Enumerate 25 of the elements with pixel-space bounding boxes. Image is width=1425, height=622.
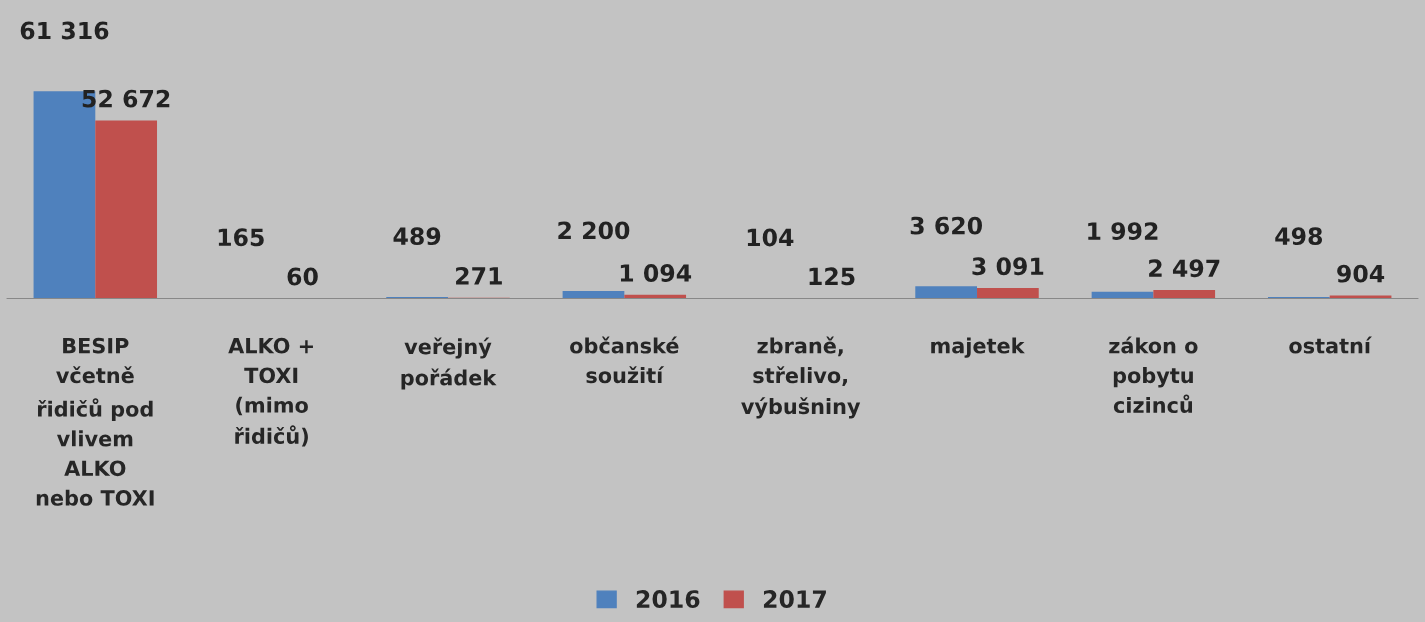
data-label: 3 091 xyxy=(972,257,1044,276)
data-label: 498 xyxy=(1275,227,1323,246)
data-label: 1 992 xyxy=(1088,222,1158,241)
legend-label: 2016 xyxy=(636,590,700,608)
x-tick-label: majetek xyxy=(931,337,1025,358)
x-tick-label: občanské soužití xyxy=(570,336,679,384)
data-label: 904 xyxy=(1337,264,1385,283)
data-label: 165 xyxy=(218,228,264,247)
x-tick-label: veřejný pořádek xyxy=(401,337,497,390)
data-label: 2 200 xyxy=(558,221,630,240)
data-label: 2 497 xyxy=(1149,259,1220,278)
legend-label: 2017 xyxy=(763,590,826,608)
data-label: 1 094 xyxy=(620,264,692,282)
data-label: 489 xyxy=(393,227,441,246)
x-tick-label: ALKO + TOXI (mimo řidičů) xyxy=(228,337,313,447)
x-tick-label: zákon o pobytu cizinců xyxy=(1109,336,1198,414)
data-label: 60 xyxy=(287,267,318,286)
x-tick-label: zbraně, střelivo, výbušniny xyxy=(741,336,861,419)
data-label: 3 620 xyxy=(910,216,982,235)
data-label: 61 316 xyxy=(20,21,109,40)
data-label: 125 xyxy=(809,267,855,286)
x-tick-label: BESIP včetně řidičů pod vlivem ALKO nebo TOXI xyxy=(36,337,154,506)
data-label: 104 xyxy=(747,228,794,247)
x-tick-label: ostatní xyxy=(1289,336,1372,354)
data-label: 271 xyxy=(456,266,502,285)
